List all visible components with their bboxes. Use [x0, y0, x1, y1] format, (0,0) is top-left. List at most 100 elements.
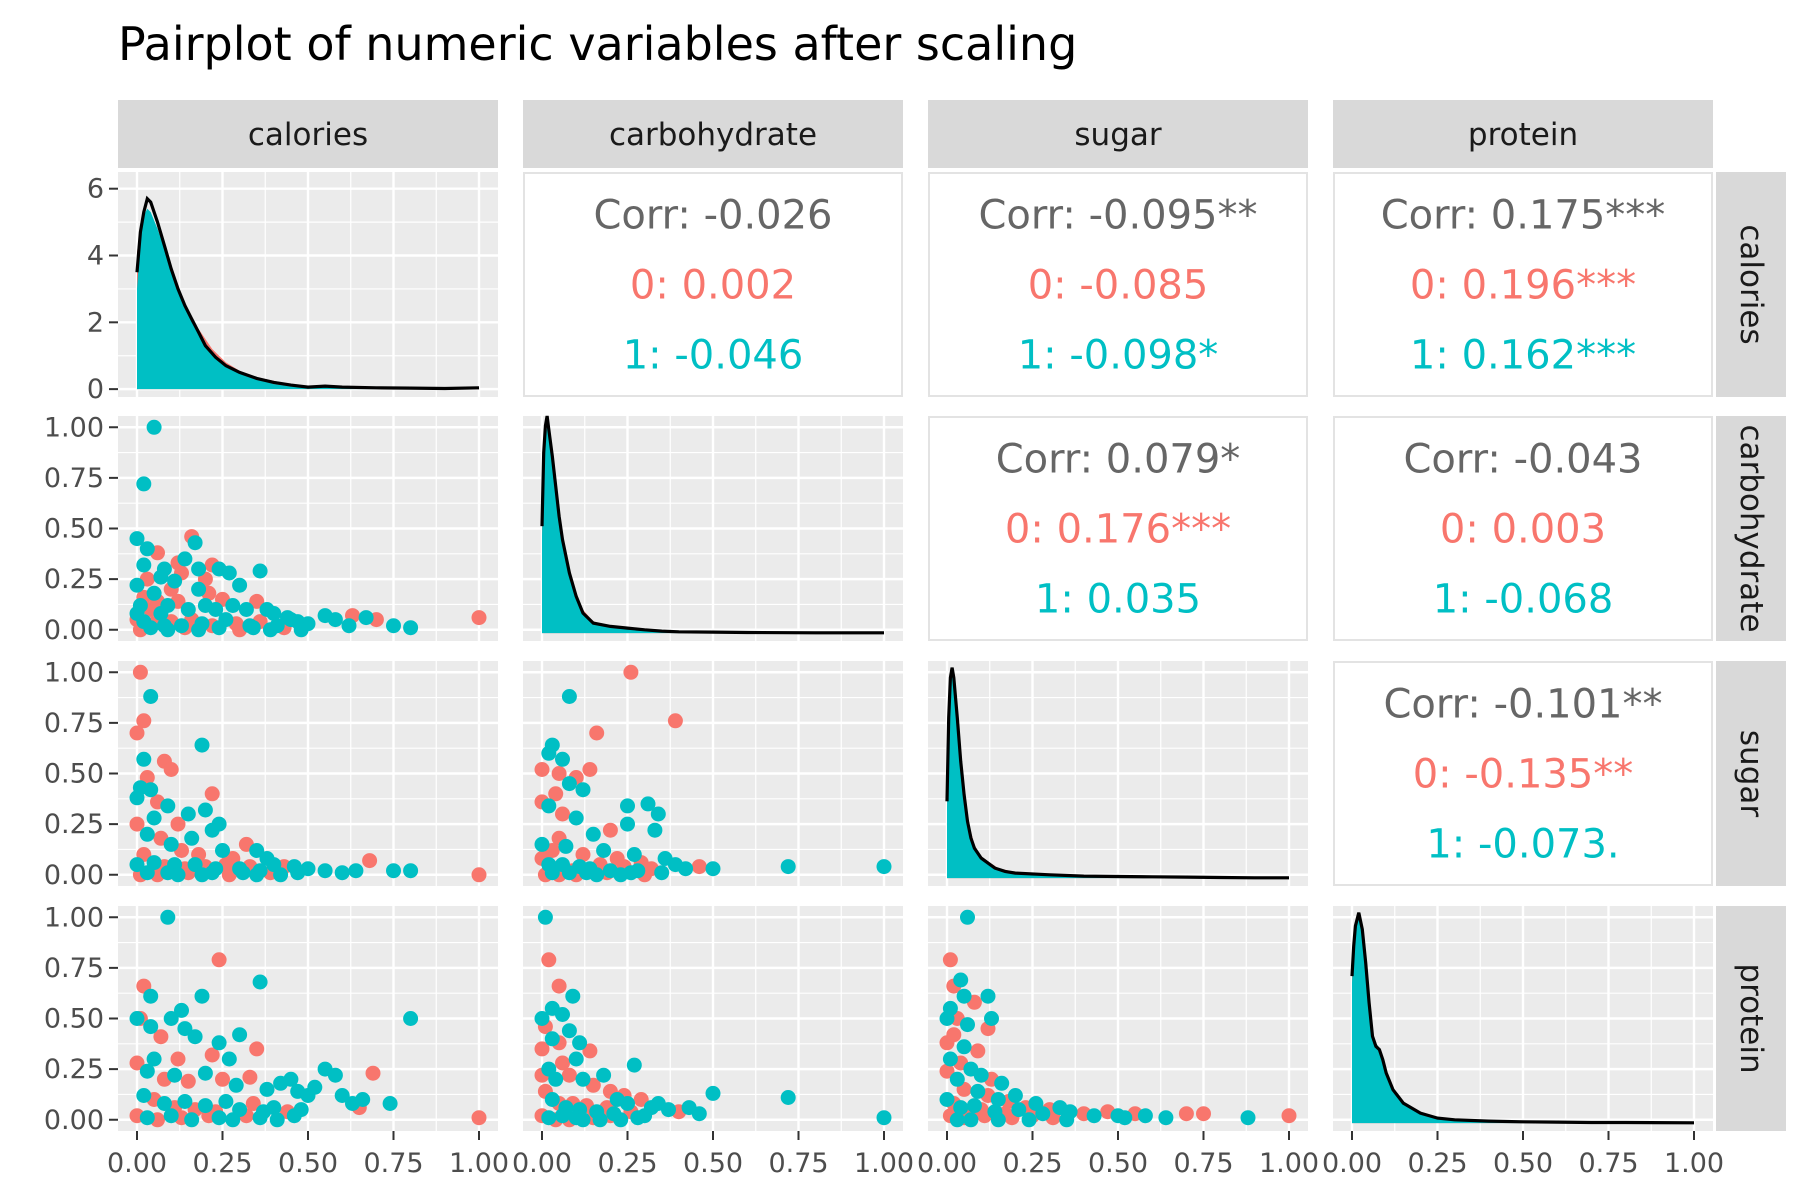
scatter-point-group-1	[238, 602, 254, 617]
scatter-point-group-1	[156, 1096, 172, 1111]
scatter-point-group-1	[139, 541, 155, 557]
panel-r3-c1	[523, 906, 903, 1131]
plot-area: Corr: -0.026 0: 0.002 1: -0.046 Corr: -0.09…	[44, 100, 1786, 1179]
scatter-point-group-1	[620, 798, 635, 814]
strip-label: carbohydrate	[1733, 424, 1769, 632]
scatter-point-group-1	[307, 1079, 323, 1095]
scatter-point-group-1	[249, 867, 265, 883]
scatter-point-group-1	[232, 577, 248, 593]
scatter-point-group-1	[561, 1023, 577, 1039]
strip-label: protein	[1733, 963, 1769, 1073]
scatter-point-group-1	[1086, 1108, 1102, 1124]
scatter-point-group-1	[225, 1112, 241, 1128]
scatter-point-group-1	[705, 1085, 721, 1101]
scatter-point-group-1	[163, 836, 179, 852]
scatter-point-group-1	[403, 863, 419, 879]
density-area-group-1	[542, 426, 884, 634]
scatter-point-group-1	[980, 988, 996, 1004]
y-tick-label: 0.25	[44, 1054, 104, 1085]
y-tick-label: 0.50	[44, 1004, 104, 1035]
strip-label: calories	[248, 117, 368, 153]
scatter-point-group-1	[620, 816, 635, 832]
scatter-point-group-1	[544, 1092, 560, 1107]
scatter-point-group-1	[575, 782, 591, 798]
scatter-point-group-1	[956, 1039, 972, 1055]
scatter-point-group-0	[633, 1092, 649, 1107]
scatter-point-group-1	[136, 476, 152, 492]
strip-background	[1716, 661, 1786, 886]
scatter-point-group-1	[1011, 1102, 1027, 1118]
scatter-point-group-0	[204, 1047, 220, 1063]
x-tick-label: 0.50	[1088, 1148, 1148, 1179]
scatter-point-group-1	[204, 865, 220, 881]
scatter-point-group-0	[667, 713, 683, 729]
x-tick-label: 0.50	[278, 1148, 338, 1179]
scatter-point-group-1	[596, 843, 612, 858]
x-tick-label: 1.00	[449, 1148, 509, 1179]
corr-panel-border	[523, 172, 903, 397]
scatter-point-group-1	[596, 1067, 612, 1083]
scatter-point-group-1	[160, 622, 176, 638]
scatter-point-group-1	[555, 751, 570, 767]
scatter-point-group-1	[537, 909, 553, 925]
scatter-point-group-1	[541, 745, 557, 761]
scatter-point-group-1	[565, 988, 581, 1004]
scatter-point-group-1	[575, 1112, 591, 1128]
strip-top-sugar: sugar	[928, 100, 1308, 168]
scatter-point-group-1	[990, 1112, 1006, 1128]
scatter-point-group-0	[136, 713, 152, 729]
scatter-point-group-1	[678, 861, 694, 877]
corr-overall-text: Corr: 0.175***	[1381, 193, 1666, 239]
scatter-point-group-1	[167, 573, 183, 589]
scatter-point-group-0	[623, 664, 639, 680]
scatter-point-group-1	[585, 826, 601, 842]
scatter-point-group-1	[177, 1021, 193, 1037]
scatter-point-group-1	[691, 1106, 707, 1122]
strip-background	[118, 100, 498, 168]
scatter-point-group-0	[1178, 1106, 1194, 1122]
scatter-point-group-1	[541, 798, 557, 814]
scatter-point-group-1	[956, 988, 972, 1004]
scatter-point-group-1	[973, 1067, 989, 1083]
scatter-point-group-1	[960, 1017, 975, 1033]
scatter-point-group-0	[602, 822, 618, 838]
strip-label: sugar	[1733, 730, 1769, 817]
scatter-point-group-1	[129, 790, 145, 806]
scatter-point-group-0	[548, 786, 564, 802]
y-tick-label: 0.75	[44, 463, 104, 494]
scatter-point-group-1	[146, 585, 162, 601]
scatter-point-group-1	[626, 1057, 642, 1073]
scatter-point-group-1	[623, 865, 639, 881]
scatter-point-group-1	[160, 598, 176, 613]
scatter-point-group-1	[191, 622, 207, 638]
scatter-point-group-1	[215, 843, 230, 858]
scatter-point-group-0	[163, 762, 179, 777]
scatter-point-group-1	[990, 1092, 1006, 1107]
scatter-point-group-1	[984, 1011, 999, 1026]
x-tick-label: 1.00	[854, 1148, 914, 1179]
scatter-point-group-1	[163, 1011, 179, 1026]
scatter-point-group-1	[534, 1011, 550, 1026]
scatter-point-group-1	[650, 806, 666, 822]
corr-panel-r1-c3: Corr: -0.043 0: 0.003 1: -0.068	[1333, 416, 1713, 641]
scatter-point-group-1	[252, 1110, 268, 1126]
scatter-point-group-1	[211, 620, 227, 636]
scatter-point-group-1	[654, 865, 670, 881]
scatter-point-group-1	[640, 796, 656, 812]
scatter-point-group-1	[170, 867, 186, 883]
corr-group-0-text: 0: 0.002	[630, 263, 796, 309]
corr-panel-r1-c2: Corr: 0.079* 0: 0.176*** 1: 0.035	[928, 416, 1308, 641]
scatter-point-group-1	[194, 737, 210, 753]
scatter-point-group-1	[327, 612, 343, 628]
scatter-point-group-0	[555, 1055, 570, 1071]
scatter-point-group-1	[180, 806, 196, 822]
x-tick-label: 1.00	[1664, 1148, 1724, 1179]
scatter-point-group-1	[876, 859, 892, 875]
scatter-point-group-0	[541, 952, 557, 968]
strip-background	[1333, 100, 1713, 168]
scatter-point-group-1	[259, 1081, 275, 1097]
corr-group-1-text: 1: -0.046	[623, 333, 804, 379]
scatter-point-group-1	[146, 419, 162, 435]
corr-group-1-text: 1: 0.162***	[1410, 333, 1636, 379]
scatter-point-group-1	[358, 610, 374, 626]
